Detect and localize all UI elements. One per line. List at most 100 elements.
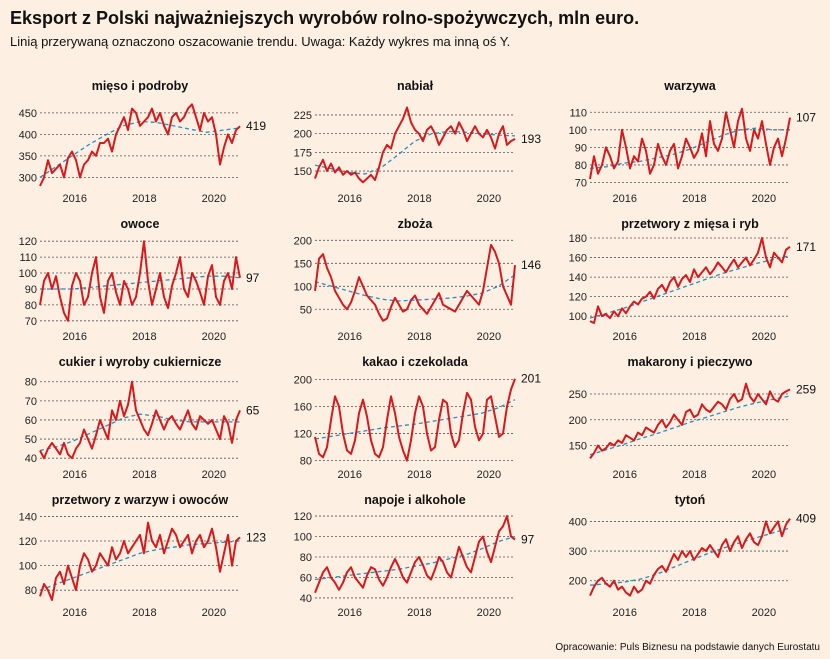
series-line bbox=[589, 237, 791, 324]
trend-line bbox=[39, 120, 241, 178]
series-line bbox=[39, 240, 241, 322]
panel-title: owoce bbox=[121, 217, 160, 231]
panel-chart: warzywa 70 80 90 100 110 2016 2018 2020 107 bbox=[569, 79, 817, 205]
y-tick-label: 200 bbox=[294, 129, 312, 141]
panel-title: warzywa bbox=[663, 79, 716, 93]
last-value-label: 65 bbox=[246, 403, 260, 417]
x-tick-label: 2018 bbox=[407, 607, 431, 619]
panel-7: cukier i wyroby cukiernicze 40 50 60 70 80 201… bbox=[8, 352, 278, 488]
panel-11: napoje i alkohole 40 60 80 100 120 2016 2018 202… bbox=[283, 490, 553, 626]
x-tick-label: 2016 bbox=[613, 469, 637, 481]
y-tick-label: 60 bbox=[25, 415, 37, 427]
x-tick-label: 2016 bbox=[613, 607, 637, 619]
y-tick-label: 80 bbox=[25, 585, 37, 597]
y-tick-label: 120 bbox=[294, 429, 312, 441]
last-value-label: 171 bbox=[796, 240, 816, 254]
panel-chart: kakao i czekolada 80 120 160 200 2016 2018 2020… bbox=[294, 355, 542, 481]
panel-8: kakao i czekolada 80 120 160 200 2016 2018 2020… bbox=[283, 352, 553, 488]
y-tick-label: 250 bbox=[569, 389, 587, 401]
panel-title: napoje i alkohole bbox=[364, 493, 465, 507]
last-value-label: 97 bbox=[246, 271, 260, 285]
x-tick-label: 2020 bbox=[477, 193, 501, 205]
x-tick-label: 2016 bbox=[338, 469, 362, 481]
series-line bbox=[589, 107, 791, 180]
y-tick-label: 160 bbox=[294, 401, 312, 413]
x-tick-label: 2018 bbox=[682, 469, 706, 481]
x-tick-label: 2020 bbox=[202, 193, 226, 205]
x-tick-label: 2020 bbox=[477, 331, 501, 343]
series-line bbox=[39, 103, 241, 187]
series-line bbox=[589, 382, 791, 460]
y-tick-label: 80 bbox=[25, 377, 37, 389]
series-line bbox=[314, 515, 516, 594]
last-value-label: 259 bbox=[796, 382, 816, 396]
y-tick-label: 100 bbox=[569, 125, 587, 137]
panel-title: kakao i czekolada bbox=[362, 355, 469, 369]
panel-chart: napoje i alkohole 40 60 80 100 120 2016 2018 202… bbox=[294, 493, 535, 619]
y-tick-label: 200 bbox=[569, 415, 587, 427]
x-tick-label: 2018 bbox=[682, 607, 706, 619]
chart-title: Eksport z Polski najważniejszych wyrobów… bbox=[10, 8, 640, 28]
y-tick-label: 40 bbox=[300, 593, 312, 605]
last-value-label: 146 bbox=[521, 258, 541, 272]
y-tick-label: 110 bbox=[569, 107, 587, 119]
last-value-label: 201 bbox=[521, 372, 541, 386]
y-tick-label: 100 bbox=[19, 268, 37, 280]
panel-5: zboża 50 100 150 200 2016 2018 2020 146 bbox=[283, 214, 553, 350]
x-tick-label: 2016 bbox=[63, 607, 87, 619]
panel-title: nabiał bbox=[397, 79, 434, 93]
y-tick-label: 100 bbox=[19, 561, 37, 573]
series-line bbox=[39, 521, 241, 601]
panel-3: warzywa 70 80 90 100 110 2016 2018 2020 107 bbox=[558, 76, 828, 212]
y-tick-label: 140 bbox=[569, 272, 587, 284]
y-tick-label: 225 bbox=[294, 110, 312, 122]
panel-title: mięso i podroby bbox=[92, 79, 189, 93]
x-tick-label: 2018 bbox=[682, 193, 706, 205]
panel-title: przetwory z warzyw i owoców bbox=[52, 493, 229, 507]
x-tick-label: 2018 bbox=[407, 331, 431, 343]
panel-chart: zboża 50 100 150 200 2016 2018 2020 146 bbox=[294, 217, 542, 343]
panel-title: przetwory z mięsa i ryb bbox=[621, 217, 759, 231]
y-tick-label: 80 bbox=[575, 160, 587, 172]
panel-10: przetwory z warzyw i owoców 80 100 120 140 20… bbox=[8, 490, 278, 626]
last-value-label: 419 bbox=[246, 119, 266, 133]
y-tick-label: 120 bbox=[19, 536, 37, 548]
x-tick-label: 2016 bbox=[613, 193, 637, 205]
y-tick-label: 175 bbox=[294, 147, 312, 159]
trend-line bbox=[314, 399, 516, 440]
panel-chart: przetwory z mięsa i ryb 100 120 140 160 180 20… bbox=[569, 217, 817, 343]
x-tick-label: 2018 bbox=[132, 331, 156, 343]
source-note: Opracowanie: Puls Biznesu na podstawie d… bbox=[555, 642, 820, 653]
panel-6: przetwory z mięsa i ryb 100 120 140 160 180 20… bbox=[558, 214, 828, 350]
panel-chart: makarony i pieczywo 150 200 250 2016 2018 2020… bbox=[569, 355, 817, 481]
panel-chart: mięso i podroby 300 350 400 450 2016 2018 2020 4… bbox=[19, 79, 267, 205]
y-tick-label: 140 bbox=[19, 511, 37, 523]
trend-line bbox=[589, 527, 791, 586]
x-tick-label: 2016 bbox=[338, 331, 362, 343]
y-tick-label: 150 bbox=[294, 166, 312, 178]
y-tick-label: 200 bbox=[569, 576, 587, 588]
y-tick-label: 200 bbox=[294, 374, 312, 386]
trend-line bbox=[39, 540, 241, 591]
panel-chart: nabiał 150 175 200 225 2016 2018 2020 193 bbox=[294, 79, 542, 205]
trend-line bbox=[39, 413, 240, 452]
series-line bbox=[39, 380, 241, 460]
y-tick-label: 400 bbox=[569, 516, 587, 528]
x-tick-label: 2018 bbox=[682, 331, 706, 343]
y-tick-label: 180 bbox=[569, 233, 587, 245]
y-tick-label: 300 bbox=[19, 172, 37, 184]
trend-line bbox=[40, 275, 241, 290]
y-tick-label: 80 bbox=[300, 456, 312, 468]
panel-4: owoce 70 80 90 100 110 120 2016 2018 2020 97 bbox=[8, 214, 278, 350]
x-tick-label: 2016 bbox=[613, 331, 637, 343]
panel-title: cukier i wyroby cukiernicze bbox=[59, 355, 222, 369]
y-tick-label: 80 bbox=[25, 300, 37, 312]
x-tick-label: 2018 bbox=[407, 469, 431, 481]
chart-subtitle: Linią przerywaną oznaczono oszacowanie t… bbox=[10, 34, 511, 49]
trend-line bbox=[589, 395, 791, 456]
y-tick-label: 50 bbox=[300, 304, 312, 316]
x-tick-label: 2020 bbox=[752, 469, 776, 481]
x-tick-label: 2020 bbox=[202, 469, 226, 481]
x-tick-label: 2018 bbox=[407, 193, 431, 205]
